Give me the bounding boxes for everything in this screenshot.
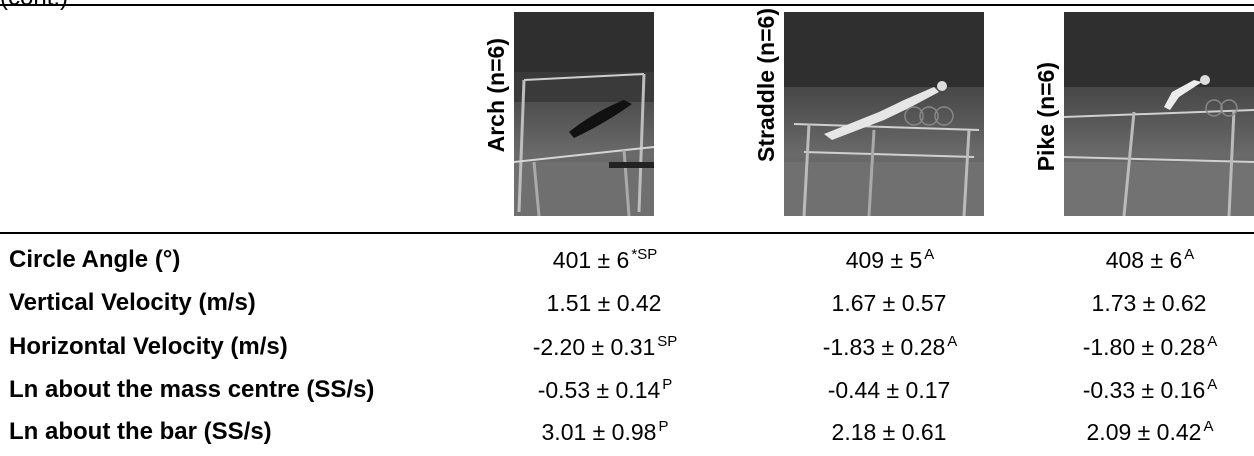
cell-arch: -2.20 ± 0.31 SP — [532, 333, 678, 360]
cell-arch: -0.53 ± 0.14 P — [537, 376, 673, 403]
row-label: Vertical Velocity (m/s) — [9, 289, 256, 316]
column-label-straddle: Straddle (n=6) — [753, 8, 779, 163]
header-divider — [0, 232, 1254, 234]
row-label: Ln about the bar (SS/s) — [9, 418, 272, 445]
arch-gymnast-photo — [514, 12, 654, 216]
cell-arch: 3.01 ± 0.98 P — [541, 418, 669, 445]
column-label-pike: Pike (n=6) — [1033, 62, 1059, 172]
row-label: Circle Angle (°) — [9, 246, 181, 273]
cell-straddle: -1.83 ± 0.28 A — [822, 333, 958, 360]
table-row: Ln about the mass centre (SS/s) -0.53 ± … — [0, 372, 1254, 408]
cell-straddle: -0.44 ± 0.17 — [827, 377, 951, 403]
table-row: Horizontal Velocity (m/s) -2.20 ± 0.31 SP… — [0, 329, 1254, 365]
cell-pike: -0.33 ± 0.16 A — [1082, 376, 1218, 403]
pike-gymnast-photo — [1064, 12, 1254, 216]
column-label-arch: Arch (n=6) — [483, 38, 509, 153]
row-label: Ln about the mass centre (SS/s) — [9, 376, 375, 403]
row-label: Horizontal Velocity (m/s) — [9, 333, 288, 360]
cell-straddle: 2.18 ± 0.61 — [831, 419, 947, 445]
cell-pike: 1.73 ± 0.62 — [1091, 290, 1207, 316]
cell-straddle: 1.67 ± 0.57 — [831, 290, 947, 316]
cell-pike: 2.09 ± 0.42 A — [1086, 418, 1214, 445]
table-row: Ln about the bar (SS/s) 3.01 ± 0.98 P 2.1… — [0, 414, 1254, 450]
straddle-gymnast-photo — [784, 12, 984, 216]
cell-pike: -1.80 ± 0.28 A — [1082, 333, 1218, 360]
cut-off-title: (cont.) — [0, 0, 68, 12]
top-rule — [0, 4, 1254, 6]
cell-arch: 401 ± 6 *SP — [552, 246, 658, 273]
cell-arch: 1.51 ± 0.42 — [546, 290, 662, 316]
table-row: Vertical Velocity (m/s) 1.51 ± 0.42 1.67… — [0, 285, 1254, 321]
